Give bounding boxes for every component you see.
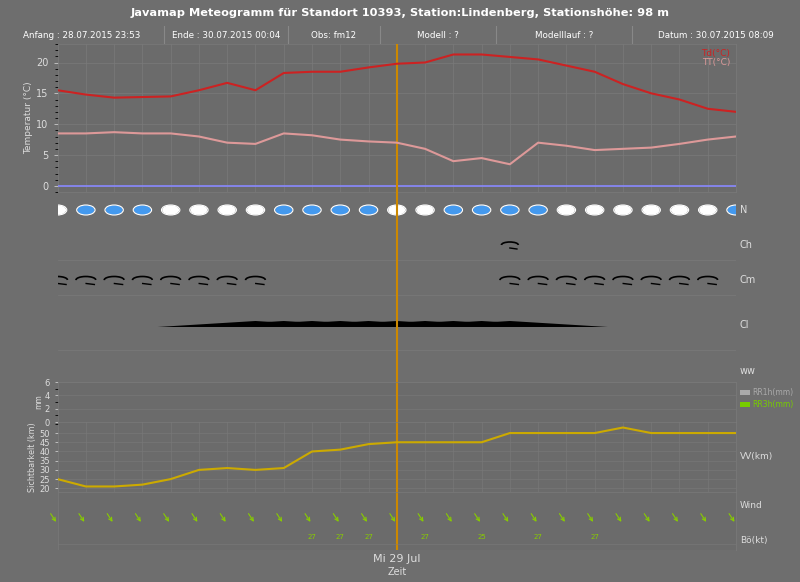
Ellipse shape [502, 205, 518, 215]
Ellipse shape [530, 205, 546, 215]
Ellipse shape [218, 205, 236, 215]
Text: Mi 29 Jul: Mi 29 Jul [373, 554, 421, 564]
Text: 27: 27 [590, 534, 599, 540]
Ellipse shape [360, 205, 377, 215]
Text: Td(°C): Td(°C) [702, 49, 730, 58]
Text: Ende : 30.07.2015 00:04: Ende : 30.07.2015 00:04 [172, 30, 280, 40]
Text: N: N [740, 205, 747, 215]
Ellipse shape [699, 205, 716, 215]
Text: Modelllauf : ?: Modelllauf : ? [535, 30, 593, 40]
Ellipse shape [332, 205, 349, 215]
Text: Cm: Cm [740, 275, 756, 285]
Text: 27: 27 [336, 534, 345, 540]
Ellipse shape [727, 205, 745, 215]
Text: Wind: Wind [740, 502, 762, 510]
Text: Zeit: Zeit [387, 567, 406, 577]
Text: 27: 27 [421, 534, 430, 540]
Text: 25: 25 [478, 534, 486, 540]
Ellipse shape [445, 205, 462, 215]
Text: 27: 27 [534, 534, 542, 540]
Ellipse shape [642, 205, 660, 215]
Text: Javamap Meteogramm für Standort 10393, Station:Lindenberg, Stationshöhe: 98 m: Javamap Meteogramm für Standort 10393, S… [130, 8, 670, 18]
Ellipse shape [49, 205, 66, 215]
Text: Datum : 30.07.2015 08:09: Datum : 30.07.2015 08:09 [658, 30, 774, 40]
Text: TT(°C): TT(°C) [702, 58, 730, 67]
Ellipse shape [162, 205, 179, 215]
Ellipse shape [190, 205, 207, 215]
Text: 27: 27 [364, 534, 373, 540]
Ellipse shape [586, 205, 603, 215]
Y-axis label: Sichtbarkelt (km): Sichtbarkelt (km) [27, 422, 37, 492]
Ellipse shape [303, 205, 321, 215]
Y-axis label: mm: mm [34, 395, 43, 409]
Ellipse shape [614, 205, 631, 215]
Ellipse shape [417, 205, 434, 215]
Text: Bö(kt): Bö(kt) [740, 535, 767, 545]
Ellipse shape [671, 205, 688, 215]
Text: Anfang : 28.07.2015 23:53: Anfang : 28.07.2015 23:53 [23, 30, 141, 40]
Ellipse shape [134, 205, 151, 215]
Ellipse shape [247, 205, 264, 215]
Text: 27: 27 [307, 534, 317, 540]
Ellipse shape [275, 205, 292, 215]
Text: Modell : ?: Modell : ? [417, 30, 459, 40]
Ellipse shape [558, 205, 575, 215]
Text: Cl: Cl [740, 320, 750, 330]
Ellipse shape [78, 205, 94, 215]
Ellipse shape [473, 205, 490, 215]
Text: RR1h(mm): RR1h(mm) [752, 388, 793, 396]
Text: RR3h(mm): RR3h(mm) [752, 399, 794, 409]
Text: ww: ww [740, 366, 756, 376]
Text: Obs: fm12: Obs: fm12 [311, 30, 357, 40]
Text: Ch: Ch [740, 240, 753, 250]
Ellipse shape [388, 205, 406, 215]
Ellipse shape [106, 205, 122, 215]
Text: VV(km): VV(km) [740, 452, 774, 462]
Y-axis label: Temperatur (°C): Temperatur (°C) [25, 81, 34, 154]
